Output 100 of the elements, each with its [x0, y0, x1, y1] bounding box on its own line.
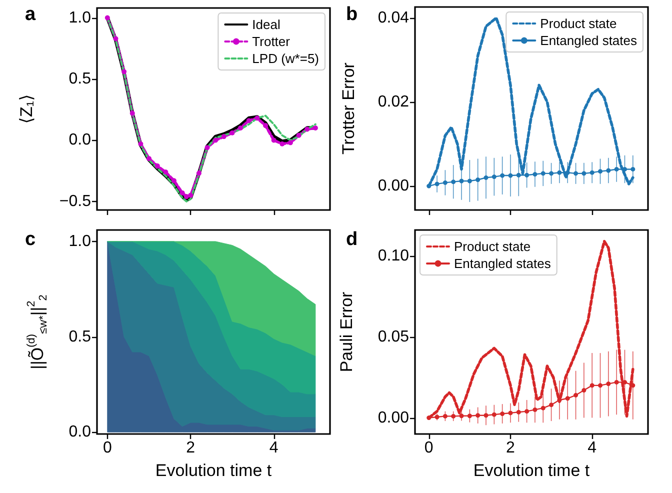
point — [614, 166, 619, 172]
point — [451, 180, 456, 184]
x-axis-title: Evolution time t — [473, 461, 590, 480]
point — [484, 413, 488, 418]
point — [508, 173, 513, 178]
point — [500, 412, 505, 416]
point — [213, 138, 218, 143]
x-tick-label: 2 — [506, 440, 516, 456]
point — [590, 383, 594, 388]
y-axis-title: Pauli Error — [337, 292, 356, 372]
point — [582, 171, 586, 176]
point — [271, 138, 276, 143]
legend-label: Trotter — [252, 34, 291, 49]
y-tick-label: 1.0 — [68, 232, 92, 250]
point — [565, 170, 570, 175]
point — [246, 118, 252, 124]
point — [280, 141, 285, 146]
point — [171, 178, 176, 184]
point — [154, 163, 160, 168]
legend-label: LPD (w*=5) — [252, 51, 319, 66]
point — [288, 140, 293, 146]
point — [146, 156, 152, 162]
point — [598, 383, 603, 388]
point — [540, 406, 546, 410]
x-tick-label: 2 — [186, 440, 196, 456]
point — [263, 123, 268, 128]
point — [434, 182, 440, 186]
y-tick-label: 0.02 — [378, 93, 410, 110]
point — [492, 412, 496, 417]
point — [467, 414, 472, 418]
point — [549, 402, 554, 408]
point — [104, 15, 110, 20]
point — [492, 174, 496, 180]
point — [467, 178, 472, 184]
point — [188, 192, 194, 198]
point — [484, 175, 488, 180]
point — [574, 392, 578, 398]
y-tick-label: 0.10 — [378, 247, 410, 264]
legend-label: Product state — [454, 239, 531, 254]
point — [590, 170, 594, 175]
point — [296, 132, 302, 138]
point — [532, 172, 538, 177]
x-axis-title: Evolution time t — [155, 461, 272, 480]
legend-label: Entangled states — [454, 256, 552, 271]
point — [138, 141, 144, 146]
x-tick-label: 4 — [588, 440, 597, 456]
point — [254, 116, 260, 121]
point — [180, 190, 185, 196]
point — [574, 171, 578, 176]
legend-label: Entangled states — [540, 33, 638, 48]
point — [524, 409, 530, 414]
point — [557, 170, 562, 175]
point — [606, 168, 611, 173]
point — [204, 145, 210, 150]
point — [549, 171, 554, 176]
legend-label: Ideal — [252, 17, 280, 32]
point — [312, 125, 318, 130]
point — [476, 177, 480, 182]
legend-label: Product state — [540, 16, 617, 31]
point — [565, 396, 570, 401]
point — [524, 172, 530, 178]
point — [500, 173, 505, 178]
x-tick-label: 0 — [102, 440, 112, 456]
chart-title: a — [25, 4, 36, 25]
y-tick-label: 0.04 — [378, 9, 410, 26]
point — [238, 125, 244, 130]
y-tick-label: 0.5 — [68, 328, 92, 346]
y-tick-label: 0.0 — [68, 132, 92, 149]
y-axis-title: ||Õ(d)≤w*||22 — [26, 294, 50, 370]
point — [606, 382, 611, 386]
point — [221, 134, 226, 140]
point — [304, 126, 310, 132]
y-tick-label: 0.5 — [68, 70, 92, 88]
y-axis-title: Trotter Error — [339, 62, 358, 154]
chart-title: c — [25, 229, 36, 250]
point — [614, 380, 619, 384]
x-tick-label: 4 — [269, 440, 278, 456]
point — [476, 413, 480, 418]
y-tick-label: 0.05 — [378, 328, 410, 346]
point — [459, 178, 464, 184]
point — [184, 194, 189, 200]
y-tick-label: 1.0 — [68, 9, 92, 26]
point — [230, 130, 235, 136]
point — [622, 380, 627, 384]
point — [122, 69, 127, 74]
y-axis-title: ⟨Z₁⟩ — [17, 94, 36, 124]
y-tick-label: 0.00 — [378, 409, 410, 426]
point — [113, 36, 118, 42]
point — [540, 171, 546, 176]
point — [442, 414, 448, 418]
point — [630, 166, 636, 172]
point — [459, 414, 464, 418]
chart-title: d — [346, 229, 358, 250]
point — [163, 170, 168, 175]
y-tick-label: −0.5 — [59, 192, 92, 210]
point — [516, 410, 521, 414]
y-tick-label: 0.0 — [68, 424, 92, 441]
point — [442, 180, 448, 185]
point — [582, 388, 586, 393]
point — [508, 410, 513, 416]
